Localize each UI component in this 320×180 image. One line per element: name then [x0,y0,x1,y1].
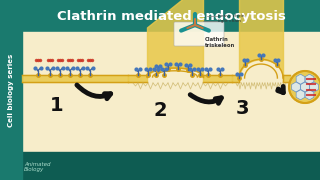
Text: light chain: light chain [218,19,241,23]
Bar [22,0,320,32]
Bar [0,0,22,180]
Text: 1: 1 [50,96,64,114]
FancyBboxPatch shape [174,22,224,46]
Text: Animated
Biology: Animated Biology [24,162,51,172]
Circle shape [289,71,320,103]
Text: heavy chain: heavy chain [218,14,244,18]
Text: Clathrin
triskeleon: Clathrin triskeleon [205,37,235,48]
Text: 2: 2 [153,100,167,120]
Text: Cell biology series: Cell biology series [8,53,14,127]
Bar [22,32,320,152]
Text: 3: 3 [235,98,249,118]
Bar [22,152,320,180]
Text: Clathrin mediated endocytosis: Clathrin mediated endocytosis [57,10,285,22]
